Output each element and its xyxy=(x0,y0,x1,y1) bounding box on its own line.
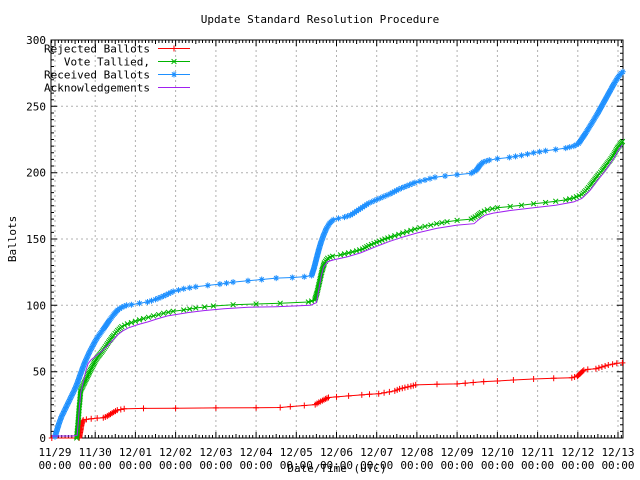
x-tick-label-date: 12/02 xyxy=(159,446,192,459)
series-layer xyxy=(48,68,626,441)
x-tick-label-date: 12/06 xyxy=(320,446,353,459)
y-tick-label: 150 xyxy=(26,233,46,246)
legend-label-rejected-ballots: Rejected Ballots xyxy=(44,43,150,56)
x-tick-label-date: 12/10 xyxy=(481,446,514,459)
y-tick-label: 300 xyxy=(26,34,46,47)
x-tick-label-date: 12/09 xyxy=(441,446,474,459)
x-tick-label-time: 00:00 xyxy=(601,459,634,472)
x-tick-label-time: 00:00 xyxy=(38,459,71,472)
x-tick-label-time: 00:00 xyxy=(280,459,313,472)
legend-label-received-ballots: Received Ballots xyxy=(44,69,150,82)
x-tick-label-date: 12/08 xyxy=(400,446,433,459)
x-tick-label-date: 12/07 xyxy=(360,446,393,459)
tick-label-layer: 05010015020025030011/2900:0011/3000:0012… xyxy=(26,34,634,472)
x-tick-label-date: 12/03 xyxy=(199,446,232,459)
x-tick-label-time: 00:00 xyxy=(320,459,353,472)
x-tick-label-time: 00:00 xyxy=(79,459,112,472)
series-markers-rejected-ballots xyxy=(48,359,626,441)
series-markers-received-ballots xyxy=(52,68,626,440)
x-tick-label-date: 12/13 xyxy=(601,446,634,459)
x-tick-label-time: 00:00 xyxy=(481,459,514,472)
x-tick-label-time: 00:00 xyxy=(561,459,594,472)
x-tick-label-date: 12/01 xyxy=(119,446,152,459)
legend-label-acknowledgements: Acknowledgements xyxy=(44,82,150,95)
x-tick-label-date: 12/04 xyxy=(240,446,273,459)
legend-sample-marker-rejected-ballots xyxy=(171,45,177,52)
x-tick-label-time: 00:00 xyxy=(240,459,273,472)
x-tick-label-date: 12/12 xyxy=(561,446,594,459)
y-tick-label: 250 xyxy=(26,100,46,113)
x-tick-label-date: 11/29 xyxy=(38,446,71,459)
x-tick-label-time: 00:00 xyxy=(400,459,433,472)
legend-label-vote-tallied: Vote Tallied, xyxy=(64,56,150,69)
chart-title: Update Standard Resolution Procedure xyxy=(201,13,439,26)
y-tick-label: 100 xyxy=(26,299,46,312)
x-tick-label-date: 12/05 xyxy=(280,446,313,459)
x-tick-label-time: 00:00 xyxy=(521,459,554,472)
y-axis-title: Ballots xyxy=(6,216,19,262)
legend-sample-marker-received-ballots xyxy=(171,71,177,78)
y-tick-label: 50 xyxy=(33,366,46,379)
x-tick-label-time: 00:00 xyxy=(119,459,152,472)
x-tick-label-date: 12/11 xyxy=(521,446,554,459)
y-tick-label: 0 xyxy=(39,432,46,445)
legend-sample-marker-vote-tallied xyxy=(171,58,177,65)
x-axis-title: Date/Time (UTC) xyxy=(287,462,386,475)
x-tick-label-time: 00:00 xyxy=(159,459,192,472)
x-tick-label-time: 00:00 xyxy=(441,459,474,472)
series-line-acknowledgements xyxy=(51,144,623,437)
x-tick-label-time: 00:00 xyxy=(360,459,393,472)
y-tick-label: 200 xyxy=(26,167,46,180)
x-tick-label-date: 11/30 xyxy=(79,446,112,459)
x-tick-label-time: 00:00 xyxy=(199,459,232,472)
